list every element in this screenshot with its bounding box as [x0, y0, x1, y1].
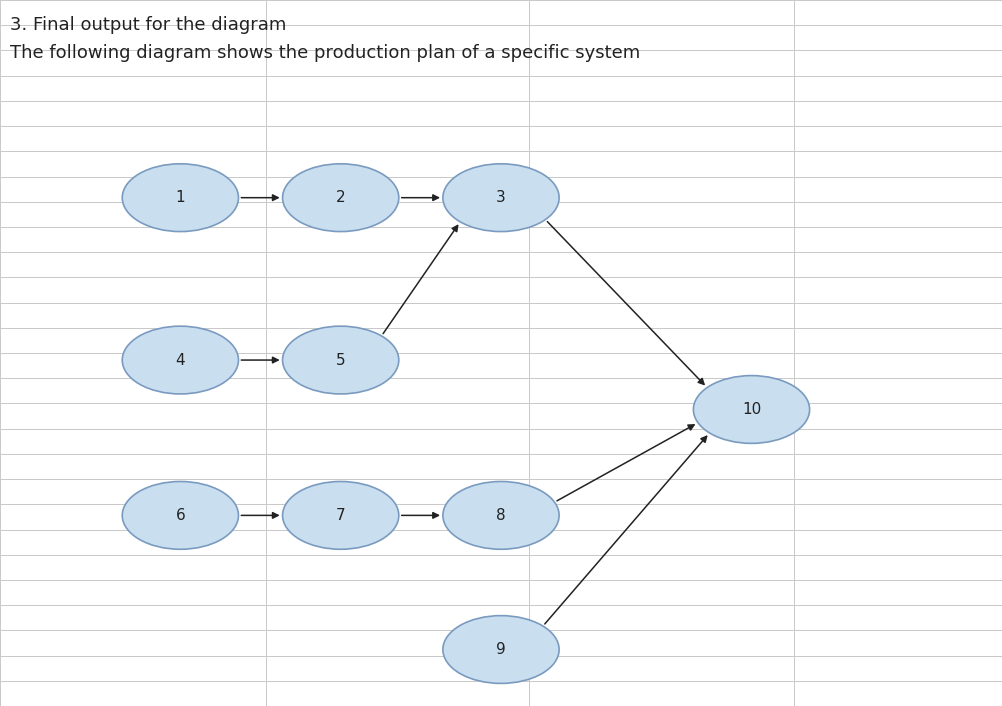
Ellipse shape [283, 164, 399, 232]
Text: 10: 10 [741, 402, 762, 417]
Ellipse shape [122, 481, 238, 549]
Text: 7: 7 [336, 508, 346, 523]
Ellipse shape [283, 326, 399, 394]
Text: 3: 3 [496, 190, 506, 205]
Text: 5: 5 [336, 352, 346, 368]
Text: The following diagram shows the production plan of a specific system: The following diagram shows the producti… [10, 44, 640, 62]
Ellipse shape [443, 616, 559, 683]
Text: 9: 9 [496, 642, 506, 657]
Ellipse shape [283, 481, 399, 549]
Text: 4: 4 [175, 352, 185, 368]
Ellipse shape [122, 326, 238, 394]
Ellipse shape [693, 376, 810, 443]
Ellipse shape [122, 164, 238, 232]
Text: 6: 6 [175, 508, 185, 523]
Text: 1: 1 [175, 190, 185, 205]
Ellipse shape [443, 164, 559, 232]
Text: 3. Final output for the diagram: 3. Final output for the diagram [10, 16, 287, 34]
Text: 2: 2 [336, 190, 346, 205]
Ellipse shape [443, 481, 559, 549]
Text: 8: 8 [496, 508, 506, 523]
